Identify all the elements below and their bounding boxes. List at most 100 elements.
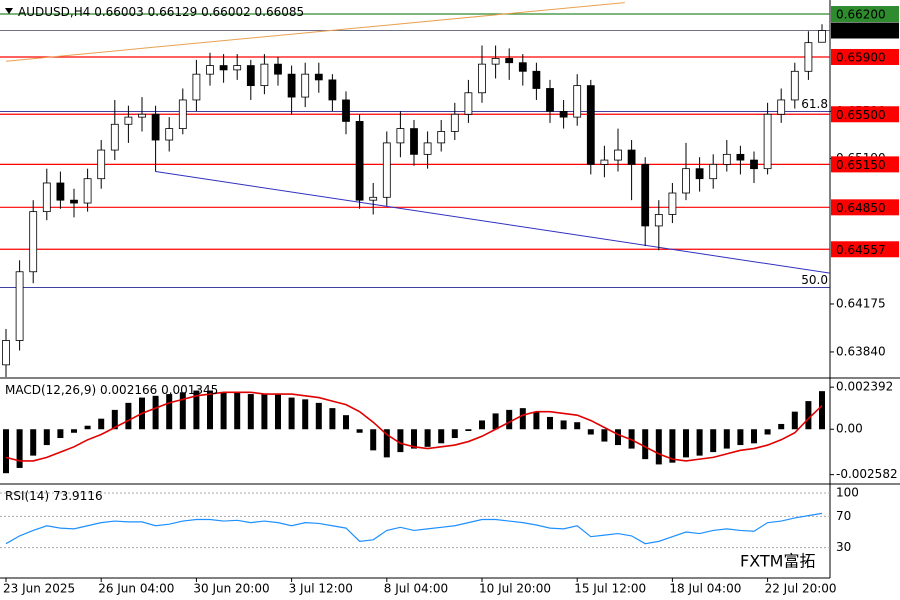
candle-body — [206, 65, 214, 75]
candle-body — [396, 128, 405, 144]
level-label: 0.65900 — [836, 50, 886, 64]
candle-body — [804, 42, 813, 72]
candle-body — [124, 116, 133, 125]
macd-bar — [805, 401, 812, 430]
symbol: AUDUSD,H4 — [18, 5, 90, 19]
candle-body — [342, 99, 350, 122]
macd-bar — [370, 429, 377, 451]
macd-bar — [764, 429, 771, 435]
close: 0.66085 — [255, 5, 305, 19]
macd-bar — [16, 429, 23, 468]
candle-body — [464, 92, 473, 115]
y-tick-label: 0.63840 — [836, 344, 886, 358]
macd-bar — [207, 390, 213, 430]
macd-bar — [628, 429, 635, 449]
watermark: FXTM富拓 — [740, 552, 815, 571]
macd-tick-label: 0.00 — [836, 422, 863, 436]
fib-label: 61.8 — [801, 97, 828, 111]
candle-body — [546, 88, 554, 112]
rsi-tick-label: 30 — [836, 540, 851, 554]
candle-body — [97, 149, 106, 180]
candle-body — [192, 73, 201, 101]
symbol-header: AUDUSD,H4 0.66003 0.66129 0.66002 0.6608… — [18, 5, 304, 19]
current-price-box — [831, 22, 899, 39]
candle-body — [423, 142, 432, 155]
fib-label: 50.0 — [801, 273, 828, 287]
candle-body — [83, 178, 92, 204]
candle-body — [151, 113, 160, 141]
macd-bar — [424, 429, 431, 447]
candle-body — [709, 163, 718, 180]
macd-bar — [601, 429, 608, 442]
x-tick-label: 26 Jun 04:00 — [98, 582, 174, 596]
macd-bar — [547, 416, 553, 430]
macd-tick-label: 0.002392 — [836, 380, 893, 394]
candle-body — [478, 63, 486, 94]
level-label-box — [831, 48, 899, 65]
level-label: 0.64850 — [836, 201, 886, 215]
macd-bar — [383, 429, 390, 458]
macd-bar — [819, 391, 825, 430]
rsi-line — [5, 512, 823, 545]
x-tick-label: 8 Jul 04:00 — [384, 582, 448, 596]
level-label-box — [831, 6, 899, 23]
candle-body — [614, 149, 622, 161]
level-label: 0.64557 — [836, 243, 886, 257]
macd-bar — [519, 408, 526, 430]
macd-bar — [669, 429, 676, 463]
candle-body — [790, 70, 799, 101]
candle-body — [355, 121, 364, 201]
macd-bar — [615, 429, 621, 446]
macd-signal-line — [5, 391, 823, 462]
signal-value: 0.001345 — [161, 383, 218, 397]
candle-body — [818, 30, 826, 43]
macd-bar — [247, 394, 254, 430]
macd-bar — [343, 415, 349, 430]
macd-bar — [574, 422, 581, 430]
macd-bar — [57, 429, 64, 439]
macd-bar — [179, 392, 186, 430]
macd-bar — [3, 429, 9, 474]
current-price-label: 0.66085 — [836, 24, 886, 38]
macd-bar — [506, 409, 513, 430]
macd-bar — [723, 429, 730, 449]
level-label-box — [831, 199, 899, 216]
candle-body — [138, 113, 146, 118]
candle-body — [2, 340, 10, 366]
candle-body — [42, 182, 51, 213]
candle-body — [233, 65, 242, 71]
candle-body — [668, 192, 677, 215]
candle-body — [600, 159, 609, 165]
macd-bar — [751, 429, 757, 444]
macd-bar — [288, 397, 295, 430]
candle-body — [165, 128, 174, 141]
level-label: 0.65500 — [836, 108, 886, 122]
macd-bar — [411, 429, 417, 449]
macd-bar — [275, 394, 281, 430]
macd-bar — [84, 425, 91, 430]
macd-bar — [696, 429, 703, 456]
macd-tick-label: -0.002582 — [836, 467, 898, 481]
level-label-box — [831, 156, 899, 173]
level-label: 0.65150 — [836, 158, 886, 172]
candle-body — [682, 168, 690, 194]
macd-bar — [533, 411, 540, 430]
candle-body — [437, 131, 446, 144]
macd-bar — [397, 429, 404, 453]
candle-body — [29, 211, 38, 273]
candle-body — [627, 149, 636, 165]
x-tick-label: 18 Jul 04:00 — [669, 582, 741, 596]
candle-body — [641, 163, 650, 227]
rsi-header: RSI(14) 73.9116 — [5, 489, 103, 503]
candle-body — [56, 182, 65, 201]
macd-header: MACD(12,26,9) 0.002166 0.001345 — [5, 383, 218, 397]
low: 0.66002 — [201, 5, 251, 19]
macd-bar — [125, 402, 132, 430]
candle-body — [736, 153, 745, 161]
macd-value: 0.002166 — [100, 383, 157, 397]
candle-body — [274, 63, 282, 75]
x-tick-label: 10 Jul 20:00 — [479, 582, 551, 596]
candle-body — [410, 128, 418, 155]
